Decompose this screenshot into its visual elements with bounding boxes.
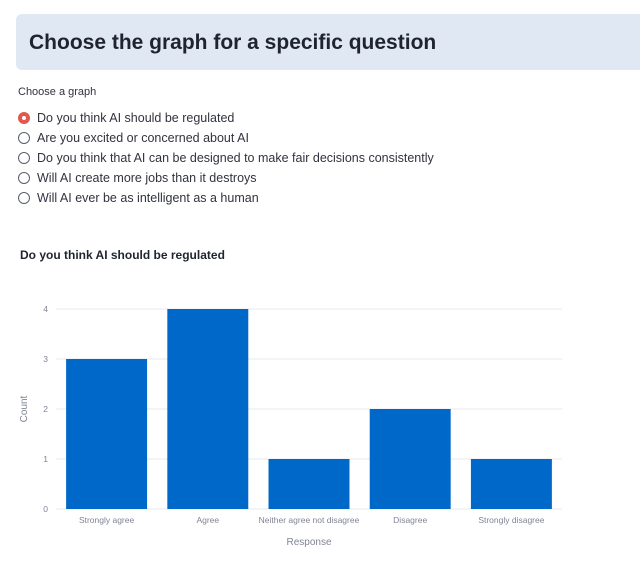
y-axis-title: Count <box>19 395 30 422</box>
bar-chart: 0 1 2 3 4 Strongly agree Agree Neither agree no… <box>19 304 562 548</box>
y-tick-label: 3 <box>43 354 48 364</box>
bar-1 <box>66 359 148 509</box>
x-tick-label: Strongly agree <box>79 515 135 525</box>
bar-5 <box>470 459 552 509</box>
x-tick-label: Agree <box>196 515 219 525</box>
bar-2 <box>167 309 249 509</box>
graph-option-label: Do you think that AI can be designed to … <box>37 151 434 165</box>
bar-3 <box>268 459 350 509</box>
chart-title: Do you think AI should be regulated <box>20 248 225 262</box>
y-tick-label: 4 <box>43 304 48 314</box>
x-tick-label: Disagree <box>393 515 427 525</box>
radio-button-icon[interactable] <box>18 192 30 204</box>
graph-option-3[interactable]: Do you think that AI can be designed to … <box>18 148 434 168</box>
graph-selector-label: Choose a graph <box>18 86 97 98</box>
y-tick-label: 2 <box>43 404 48 414</box>
page-title: Choose the graph for a specific question <box>29 31 437 54</box>
y-tick-label: 0 <box>43 504 48 514</box>
x-tick-label: Neither agree not disagree <box>259 515 360 525</box>
graph-selector-radio-group: Do you think AI should be regulated Are y… <box>18 108 434 208</box>
bar-4 <box>369 409 451 509</box>
x-axis-title: Response <box>286 537 331 548</box>
radio-button-icon[interactable] <box>18 152 30 164</box>
radio-button-icon[interactable] <box>18 112 30 124</box>
x-tick-label: Strongly disagree <box>478 515 544 525</box>
radio-button-icon[interactable] <box>18 132 30 144</box>
graph-option-label: Will AI create more jobs than it destroy… <box>37 171 257 185</box>
graph-option-2[interactable]: Are you excited or concerned about AI <box>18 128 434 148</box>
graph-option-4[interactable]: Will AI create more jobs than it destroy… <box>18 168 434 188</box>
graph-option-1[interactable]: Do you think AI should be regulated <box>18 108 434 128</box>
y-tick-label: 1 <box>43 454 48 464</box>
header-banner: Choose the graph for a specific question <box>16 14 640 70</box>
graph-option-5[interactable]: Will AI ever be as intelligent as a huma… <box>18 188 434 208</box>
graph-option-label: Will AI ever be as intelligent as a huma… <box>37 191 259 205</box>
graph-option-label: Do you think AI should be regulated <box>37 111 235 125</box>
graph-option-label: Are you excited or concerned about AI <box>37 131 249 145</box>
radio-button-icon[interactable] <box>18 172 30 184</box>
